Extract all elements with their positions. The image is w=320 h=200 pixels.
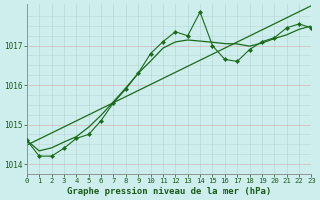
X-axis label: Graphe pression niveau de la mer (hPa): Graphe pression niveau de la mer (hPa) [67,187,271,196]
